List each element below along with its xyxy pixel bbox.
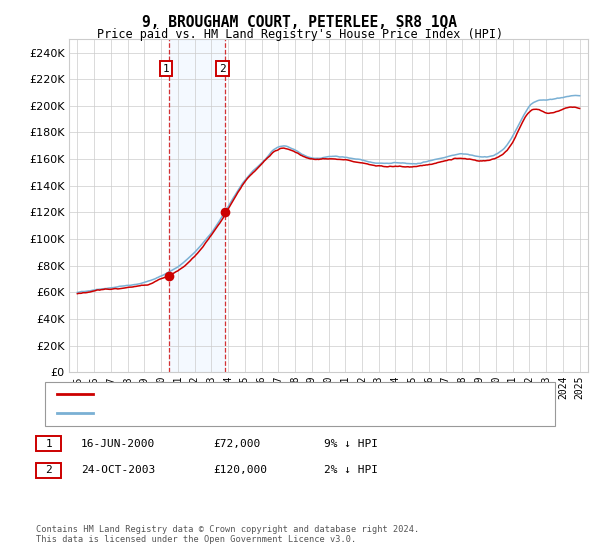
Text: Contains HM Land Registry data © Crown copyright and database right 2024.
This d: Contains HM Land Registry data © Crown c…	[36, 525, 419, 544]
Text: 2: 2	[219, 63, 226, 73]
Text: 2% ↓ HPI: 2% ↓ HPI	[324, 465, 378, 475]
Text: Price paid vs. HM Land Registry's House Price Index (HPI): Price paid vs. HM Land Registry's House …	[97, 28, 503, 41]
Text: 9% ↓ HPI: 9% ↓ HPI	[324, 438, 378, 449]
Text: 2: 2	[45, 465, 52, 475]
Text: 1: 1	[163, 63, 170, 73]
Text: 9, BROUGHAM COURT, PETERLEE, SR8 1QA (detached house): 9, BROUGHAM COURT, PETERLEE, SR8 1QA (de…	[102, 389, 446, 399]
Text: £120,000: £120,000	[213, 465, 267, 475]
Text: 1: 1	[45, 438, 52, 449]
Text: £72,000: £72,000	[213, 438, 260, 449]
Text: 16-JUN-2000: 16-JUN-2000	[81, 438, 155, 449]
Text: HPI: Average price, detached house, County Durham: HPI: Average price, detached house, Coun…	[102, 408, 421, 418]
Text: 9, BROUGHAM COURT, PETERLEE, SR8 1QA: 9, BROUGHAM COURT, PETERLEE, SR8 1QA	[143, 15, 458, 30]
Bar	[169, 39, 225, 372]
Text: 24-OCT-2003: 24-OCT-2003	[81, 465, 155, 475]
